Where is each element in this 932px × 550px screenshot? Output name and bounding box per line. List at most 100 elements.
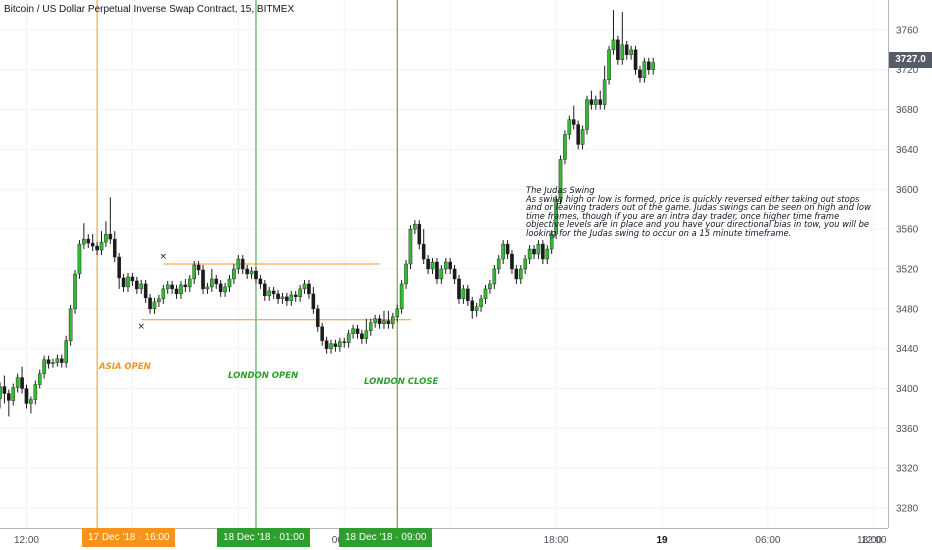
candle-body xyxy=(165,284,170,290)
candle xyxy=(218,279,223,297)
candle-body xyxy=(29,399,33,404)
candles xyxy=(0,9,656,417)
judas-swing-note: The Judas Swing As swing high or low is … xyxy=(526,186,871,238)
candle-body xyxy=(227,278,232,288)
candle-body xyxy=(170,284,174,290)
candle-body xyxy=(205,286,210,290)
candle xyxy=(77,240,82,279)
candle xyxy=(611,9,616,55)
candle-body xyxy=(192,264,196,280)
candle-body xyxy=(466,288,470,302)
london-open-time-badge: 18 Dec '18 · 01:00 xyxy=(217,528,311,547)
candle-body xyxy=(82,238,86,245)
candle xyxy=(240,255,245,274)
candle xyxy=(616,35,620,65)
candle xyxy=(461,284,466,304)
candle-body xyxy=(430,261,435,270)
candle xyxy=(59,354,64,368)
candle-body xyxy=(624,44,629,55)
candle-body xyxy=(276,293,280,300)
candle xyxy=(289,290,294,306)
candle xyxy=(558,155,563,205)
candle-body xyxy=(496,258,501,270)
candle-body xyxy=(399,283,404,310)
candle xyxy=(421,229,426,264)
candle-body xyxy=(179,284,183,295)
candle xyxy=(501,240,505,264)
candle-body xyxy=(263,283,267,297)
candle xyxy=(2,375,7,404)
candle xyxy=(73,269,77,314)
candle xyxy=(585,95,589,135)
candle xyxy=(457,274,461,304)
y-tick-label: 3320 xyxy=(896,464,919,475)
candle-body xyxy=(642,61,647,78)
candle xyxy=(245,264,249,279)
candle xyxy=(439,264,444,284)
candle-body xyxy=(532,248,536,255)
candle xyxy=(466,284,470,306)
candle xyxy=(620,11,625,65)
price-axis[interactable]: 3280 3320 3360 3400 3440 3480 3520 3560 3600 3640… xyxy=(896,25,919,514)
candle xyxy=(280,292,285,304)
y-tick-label: 3600 xyxy=(896,185,919,196)
candle-body xyxy=(223,286,227,293)
candle xyxy=(408,225,413,269)
candle xyxy=(307,279,311,299)
candle-body xyxy=(616,39,620,60)
candle xyxy=(183,278,188,292)
candle-body xyxy=(240,258,245,270)
candle xyxy=(430,258,435,274)
candle xyxy=(276,289,280,304)
candle xyxy=(594,95,598,110)
candle xyxy=(413,220,417,235)
candle xyxy=(651,57,656,75)
candle-body xyxy=(488,283,492,290)
candle xyxy=(598,90,603,110)
candle-body xyxy=(391,316,395,324)
candle-body xyxy=(293,294,298,298)
candle-body xyxy=(324,340,329,349)
candle-body xyxy=(563,134,567,160)
asia-time-badge: 17 Dec '18 · 16:00 xyxy=(82,528,176,547)
candle-body xyxy=(355,328,360,334)
candle xyxy=(360,329,364,344)
candle xyxy=(179,280,183,299)
candle xyxy=(629,45,633,60)
candle-body xyxy=(42,359,46,374)
note-heading: The Judas Swing xyxy=(526,185,595,195)
candle-body xyxy=(33,384,38,400)
candle xyxy=(483,284,488,304)
candle xyxy=(589,90,594,110)
candle xyxy=(42,355,46,379)
candle-body xyxy=(620,44,625,60)
candle xyxy=(346,329,351,348)
candle-body xyxy=(320,326,324,341)
candle-body xyxy=(130,276,135,282)
candle-body xyxy=(174,288,179,295)
y-tick-label: 3280 xyxy=(896,504,919,515)
candle-body xyxy=(536,243,541,255)
candle-body xyxy=(408,228,413,265)
candle-body xyxy=(421,243,426,260)
candle xyxy=(15,373,20,393)
london-open-label: LONDON OPEN xyxy=(228,371,299,381)
candle xyxy=(112,231,117,263)
candle-body xyxy=(311,293,316,310)
chart-title: Bitcoin / US Dollar Perpetual Inverse Sw… xyxy=(4,4,295,15)
candle-body xyxy=(329,343,333,349)
candle-body xyxy=(157,298,161,303)
swing-marker: × xyxy=(160,252,168,262)
candle xyxy=(271,286,276,299)
candle xyxy=(267,286,272,301)
candle xyxy=(130,272,135,286)
candle xyxy=(479,294,483,312)
candle xyxy=(364,318,369,344)
candle-body xyxy=(108,233,113,240)
candle-body xyxy=(523,258,528,270)
candle xyxy=(333,339,338,352)
candle xyxy=(386,310,391,329)
candle-body xyxy=(117,256,121,279)
